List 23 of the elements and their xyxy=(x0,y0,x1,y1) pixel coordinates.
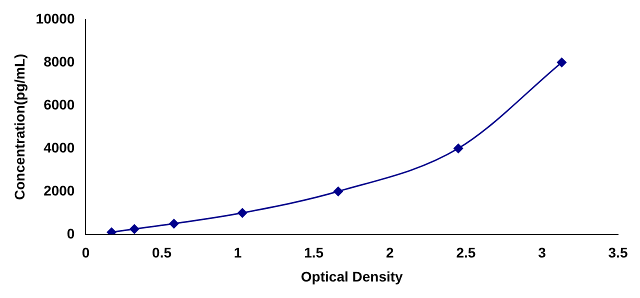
x-axis-title: Optical Density xyxy=(300,268,404,284)
x-tick-label: 3 xyxy=(538,244,546,261)
point xyxy=(106,228,116,234)
x-tick-label: 0 xyxy=(82,244,90,261)
x-tick-label: 1 xyxy=(234,244,242,261)
y-tick-label: 2000 xyxy=(44,182,75,198)
x-tick-label: 2.5 xyxy=(456,244,476,261)
y-tick-label: 6000 xyxy=(44,96,75,112)
y-tick-label: 10000 xyxy=(36,10,75,26)
point xyxy=(556,58,566,68)
x-tick-label: 3.5 xyxy=(608,244,628,261)
point xyxy=(333,186,343,196)
point xyxy=(130,224,140,234)
y-axis-title: Concentration(pg/mL) xyxy=(11,54,28,200)
y-tick-label: 0 xyxy=(66,225,75,242)
y-tick-label: 8000 xyxy=(44,53,75,70)
point xyxy=(169,218,179,228)
point xyxy=(454,144,464,154)
point xyxy=(238,208,248,218)
x-tick-label: 0.5 xyxy=(152,244,172,261)
y-tick-label: 4000 xyxy=(44,139,75,156)
x-tick-label: 1.5 xyxy=(304,244,324,261)
x-tick-label: 2 xyxy=(386,244,394,261)
